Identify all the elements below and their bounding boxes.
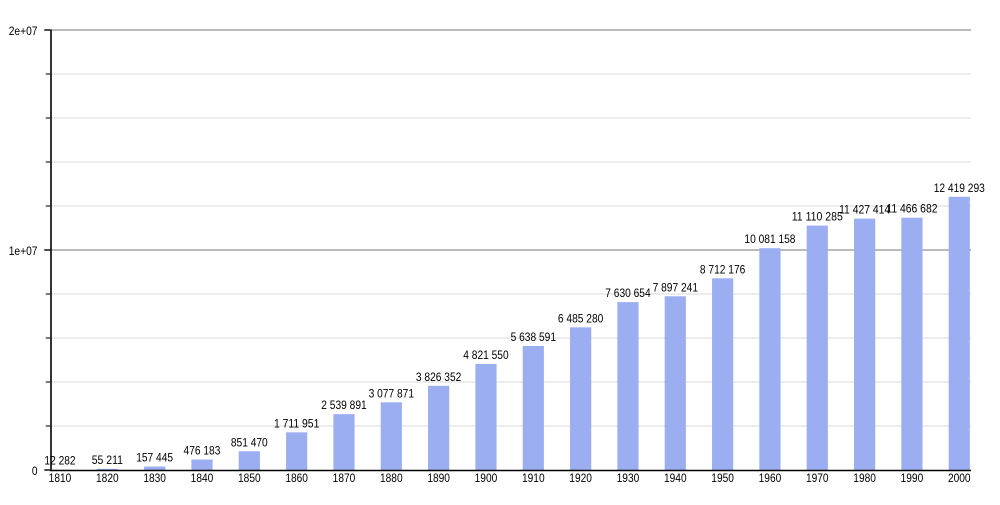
svg-text:0: 0 (32, 464, 38, 478)
svg-text:1e+07: 1e+07 (9, 244, 38, 258)
svg-text:1880: 1880 (380, 471, 403, 485)
svg-text:1850: 1850 (238, 471, 261, 485)
svg-text:1970: 1970 (806, 471, 829, 485)
svg-text:1810: 1810 (49, 471, 72, 485)
svg-text:1950: 1950 (711, 471, 734, 485)
svg-text:6 485 280: 6 485 280 (558, 311, 604, 325)
svg-text:1930: 1930 (617, 471, 640, 485)
svg-text:55 211: 55 211 (92, 453, 123, 467)
svg-text:11 110 285: 11 110 285 (792, 210, 843, 224)
svg-text:11 427 414: 11 427 414 (839, 203, 890, 217)
svg-text:1890: 1890 (427, 471, 450, 485)
svg-text:1990: 1990 (901, 471, 924, 485)
svg-text:2e+07: 2e+07 (9, 24, 38, 38)
svg-text:7 630 654: 7 630 654 (605, 286, 651, 300)
svg-text:1860: 1860 (285, 471, 308, 485)
svg-text:1980: 1980 (853, 471, 876, 485)
svg-text:12 282: 12 282 (44, 454, 75, 468)
svg-text:4 821 550: 4 821 550 (463, 348, 509, 362)
svg-text:1900: 1900 (475, 471, 498, 485)
svg-text:1940: 1940 (664, 471, 687, 485)
svg-text:157 445: 157 445 (136, 451, 173, 465)
svg-text:1870: 1870 (333, 471, 356, 485)
svg-text:12 419 293: 12 419 293 (934, 181, 985, 195)
svg-text:3 826 352: 3 826 352 (416, 370, 462, 384)
svg-text:851 470: 851 470 (231, 435, 268, 449)
svg-text:1830: 1830 (143, 471, 166, 485)
svg-text:8 712 176: 8 712 176 (700, 262, 746, 276)
svg-text:7 897 241: 7 897 241 (653, 280, 699, 294)
svg-text:11 466 682: 11 466 682 (886, 202, 937, 216)
svg-text:1960: 1960 (759, 471, 782, 485)
svg-text:10 081 158: 10 081 158 (744, 232, 795, 246)
svg-text:3 077 871: 3 077 871 (369, 386, 415, 400)
svg-text:1920: 1920 (569, 471, 592, 485)
svg-text:476 183: 476 183 (184, 444, 221, 458)
svg-text:2000: 2000 (948, 471, 971, 485)
svg-text:1910: 1910 (522, 471, 545, 485)
svg-text:1840: 1840 (191, 471, 214, 485)
svg-text:5 638 591: 5 638 591 (511, 330, 557, 344)
svg-text:2 539 891: 2 539 891 (321, 398, 367, 412)
svg-text:1820: 1820 (96, 471, 119, 485)
svg-text:1 711 951: 1 711 951 (274, 416, 320, 430)
